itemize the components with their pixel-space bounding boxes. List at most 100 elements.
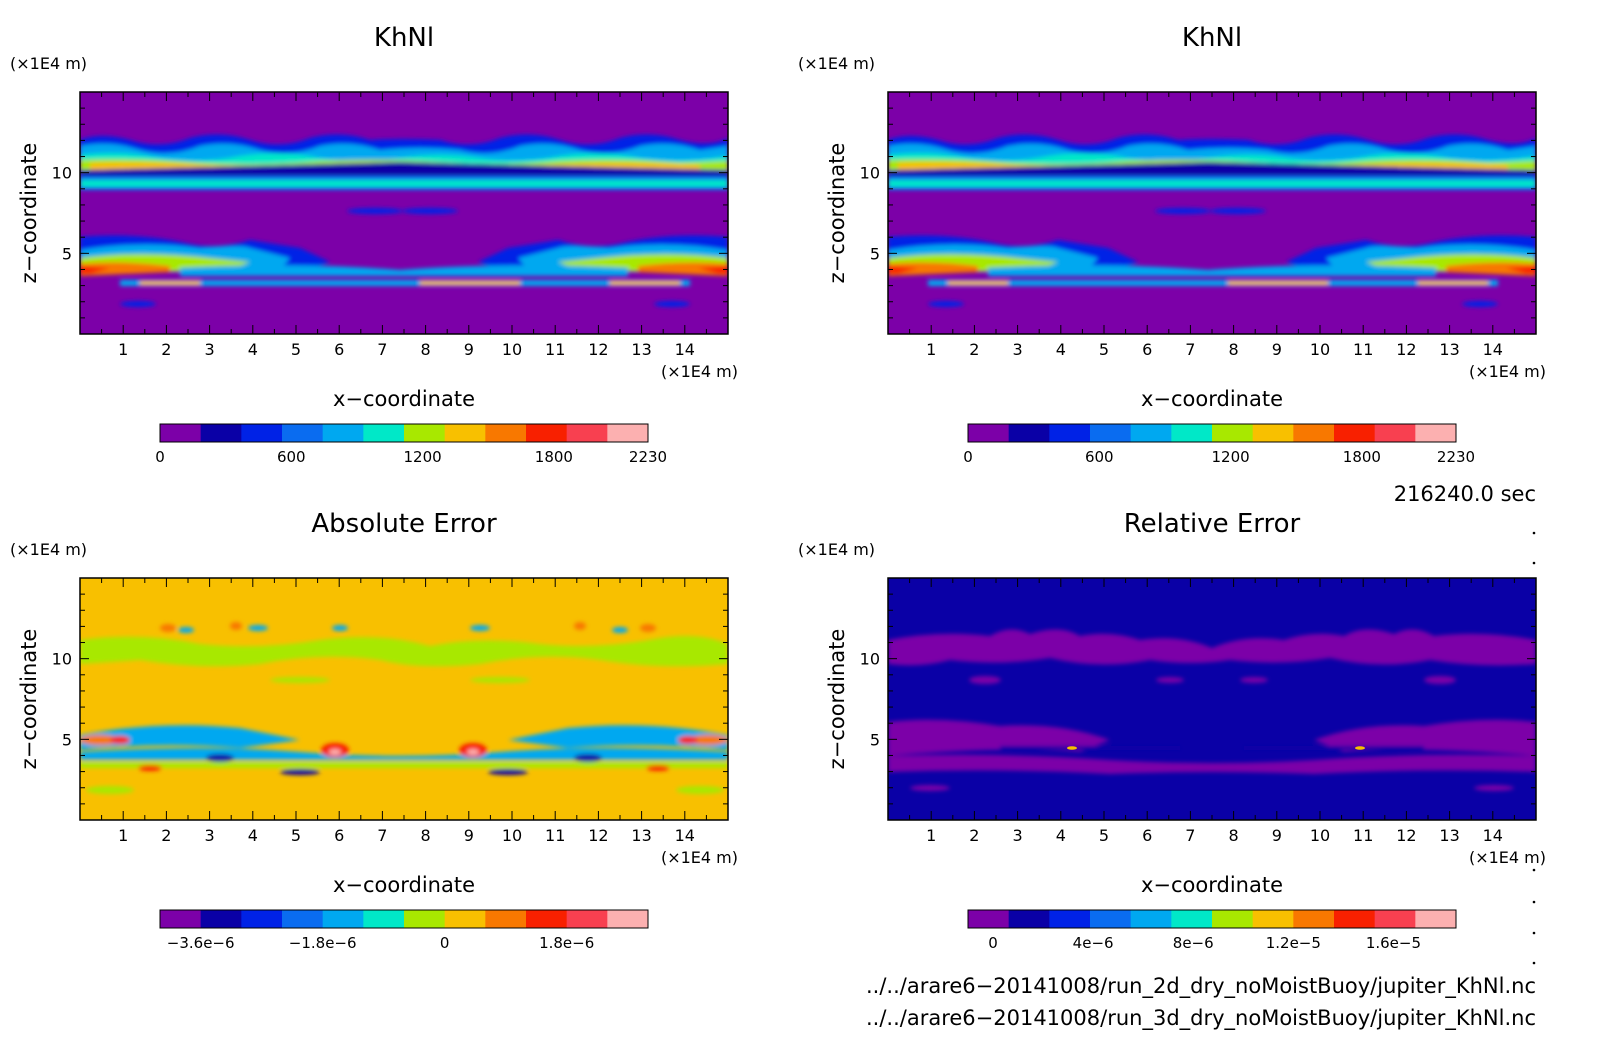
- abs-upper-cyan-d: [612, 627, 628, 633]
- panel-4-colorbar: 0 4e−6 8e−6 1.2e−5 1.6e−5: [967, 909, 1457, 952]
- colorbar-frame: [159, 423, 649, 443]
- x-tick-label: 1: [926, 826, 936, 845]
- dot-marker: [1532, 900, 1536, 904]
- colorbar-tick-label: 2230: [629, 448, 667, 466]
- abs-upper-green-center: [382, 649, 426, 661]
- colorbar-segment: [1008, 910, 1050, 928]
- x-tick-label: 6: [1142, 826, 1152, 845]
- abs-upper-orange-a: [160, 624, 176, 632]
- panel-3-title: Absolute Error: [311, 509, 497, 539]
- panel-2-x-label: x−coordinate: [1141, 387, 1283, 411]
- panel-3-x-unit: (×1E4 m): [661, 848, 738, 867]
- dot-marker: [1532, 531, 1536, 535]
- x-tick-label: 11: [1353, 826, 1373, 845]
- x-tick-label: 9: [1272, 340, 1282, 359]
- abs-lower-dark-b: [280, 769, 320, 775]
- y-tick-label: 10: [52, 650, 72, 669]
- x-tick-label: 11: [545, 340, 565, 359]
- colorbar-segment: [1252, 910, 1294, 928]
- rel-lower-purple-band: [888, 754, 1536, 774]
- x-tick-label: 8: [421, 826, 431, 845]
- khnl-lower-left-red: [888, 266, 918, 274]
- colorbar-segment: [200, 910, 242, 928]
- x-tick-label: 3: [1013, 826, 1023, 845]
- x-tick-label: 7: [377, 826, 387, 845]
- abs-bottom-green-a: [86, 786, 134, 794]
- abs-lower-orange-a: [80, 735, 120, 745]
- x-tick-label: 12: [1396, 826, 1416, 845]
- rel-upper-blob-b: [1156, 677, 1184, 683]
- colorbar-segment: [404, 424, 446, 442]
- khnl-mid-blob-b: [1210, 208, 1266, 214]
- x-tick-label: 14: [675, 826, 695, 845]
- panel-1-y-ticks: 5 10: [52, 91, 728, 335]
- khnl-bottom-blob-b: [654, 301, 690, 307]
- colorbar-segment: [1334, 424, 1376, 442]
- x-tick-label: 2: [161, 340, 171, 359]
- khnl-lower-right-orange: [638, 262, 728, 276]
- colorbar-segment: [444, 910, 486, 928]
- khnl-bottom-thin-core: [948, 281, 1488, 285]
- panel-1-y-unit: (×1E4 m): [10, 54, 87, 73]
- panel-1-title: KhNl: [374, 23, 434, 53]
- khnl-thin-band-core: [888, 180, 1536, 187]
- panel-4-title: Relative Error: [1124, 509, 1301, 539]
- khnl-lower-right-orange: [1446, 262, 1536, 276]
- colorbar-frame: [159, 909, 649, 929]
- colorbar-segment: [1008, 424, 1050, 442]
- colorbar-segment: [322, 424, 364, 442]
- khnl-lower-right-red: [1506, 266, 1536, 274]
- colorbar-segment: [1049, 424, 1091, 442]
- x-tick-label: 10: [502, 340, 522, 359]
- panel-3-y-label: z−coordinate: [17, 629, 41, 770]
- x-tick-label: 8: [421, 340, 431, 359]
- abs-lower-red-f: [646, 765, 670, 771]
- colorbar-tick-label: 0: [440, 934, 450, 952]
- colorbar-tick-label: 1.8e−6: [539, 934, 594, 952]
- rel-upper-blob-d: [1424, 676, 1456, 684]
- colorbar-segment: [241, 910, 283, 928]
- colorbar-tick-label: 0: [155, 448, 165, 466]
- panel-1-x-label: x−coordinate: [333, 387, 475, 411]
- panel-3-x-label: x−coordinate: [333, 873, 475, 897]
- abs-lower-left-cyan: [80, 725, 300, 750]
- abs-bottom-green-b: [676, 786, 724, 794]
- abs-upper-cyan-a: [178, 627, 194, 633]
- colorbar-segment: [607, 424, 649, 442]
- khnl-thin-band-core: [80, 180, 728, 187]
- x-tick-label: 3: [205, 826, 215, 845]
- panel-2-y-unit: (×1E4 m): [798, 54, 875, 73]
- colorbar-segment: [241, 424, 283, 442]
- colorbar-segment: [607, 910, 649, 928]
- colorbar-tick-label: −1.8e−6: [289, 934, 357, 952]
- x-tick-label: 2: [969, 340, 979, 359]
- rel-lower-gap: [1000, 746, 1424, 750]
- panel-2-title: KhNl: [1182, 23, 1242, 53]
- colorbar-tick-label: −3.6e−6: [167, 934, 235, 952]
- x-tick-label: 4: [1056, 340, 1066, 359]
- abs-lower-dark-d: [574, 754, 602, 762]
- abs-lower-right-cyan: [508, 725, 728, 750]
- khnl-lower-left-orange: [888, 262, 978, 276]
- file-path-1: ../../arare6−20141008/run_2d_dry_noMoist…: [866, 974, 1536, 999]
- colorbar-segment: [444, 424, 486, 442]
- y-tick-label: 10: [52, 164, 72, 183]
- colorbar-segment: [282, 910, 324, 928]
- x-tick-label: 6: [334, 340, 344, 359]
- colorbar-segment: [363, 910, 405, 928]
- colorbar-segment: [282, 424, 324, 442]
- x-tick-label: 9: [1272, 826, 1282, 845]
- x-tick-label: 13: [1439, 340, 1459, 359]
- panel-1-x-unit: (×1E4 m): [661, 362, 738, 381]
- colorbar-segment: [1415, 424, 1457, 442]
- time-label: 216240.0 sec: [1394, 482, 1536, 506]
- x-tick-label: 13: [631, 826, 651, 845]
- panel-2-contour-copy: [888, 92, 1536, 334]
- colorbar-tick-label: 1800: [535, 448, 573, 466]
- panel-3: Absolute Error (×1E4 m): [10, 509, 738, 952]
- abs-mid-green-a: [270, 677, 330, 683]
- colorbar-tick-label: 0: [988, 934, 998, 952]
- x-tick-label: 13: [631, 340, 651, 359]
- panel-2-contour-field: [888, 92, 1536, 334]
- khnl-bottom-blob-a: [120, 301, 156, 307]
